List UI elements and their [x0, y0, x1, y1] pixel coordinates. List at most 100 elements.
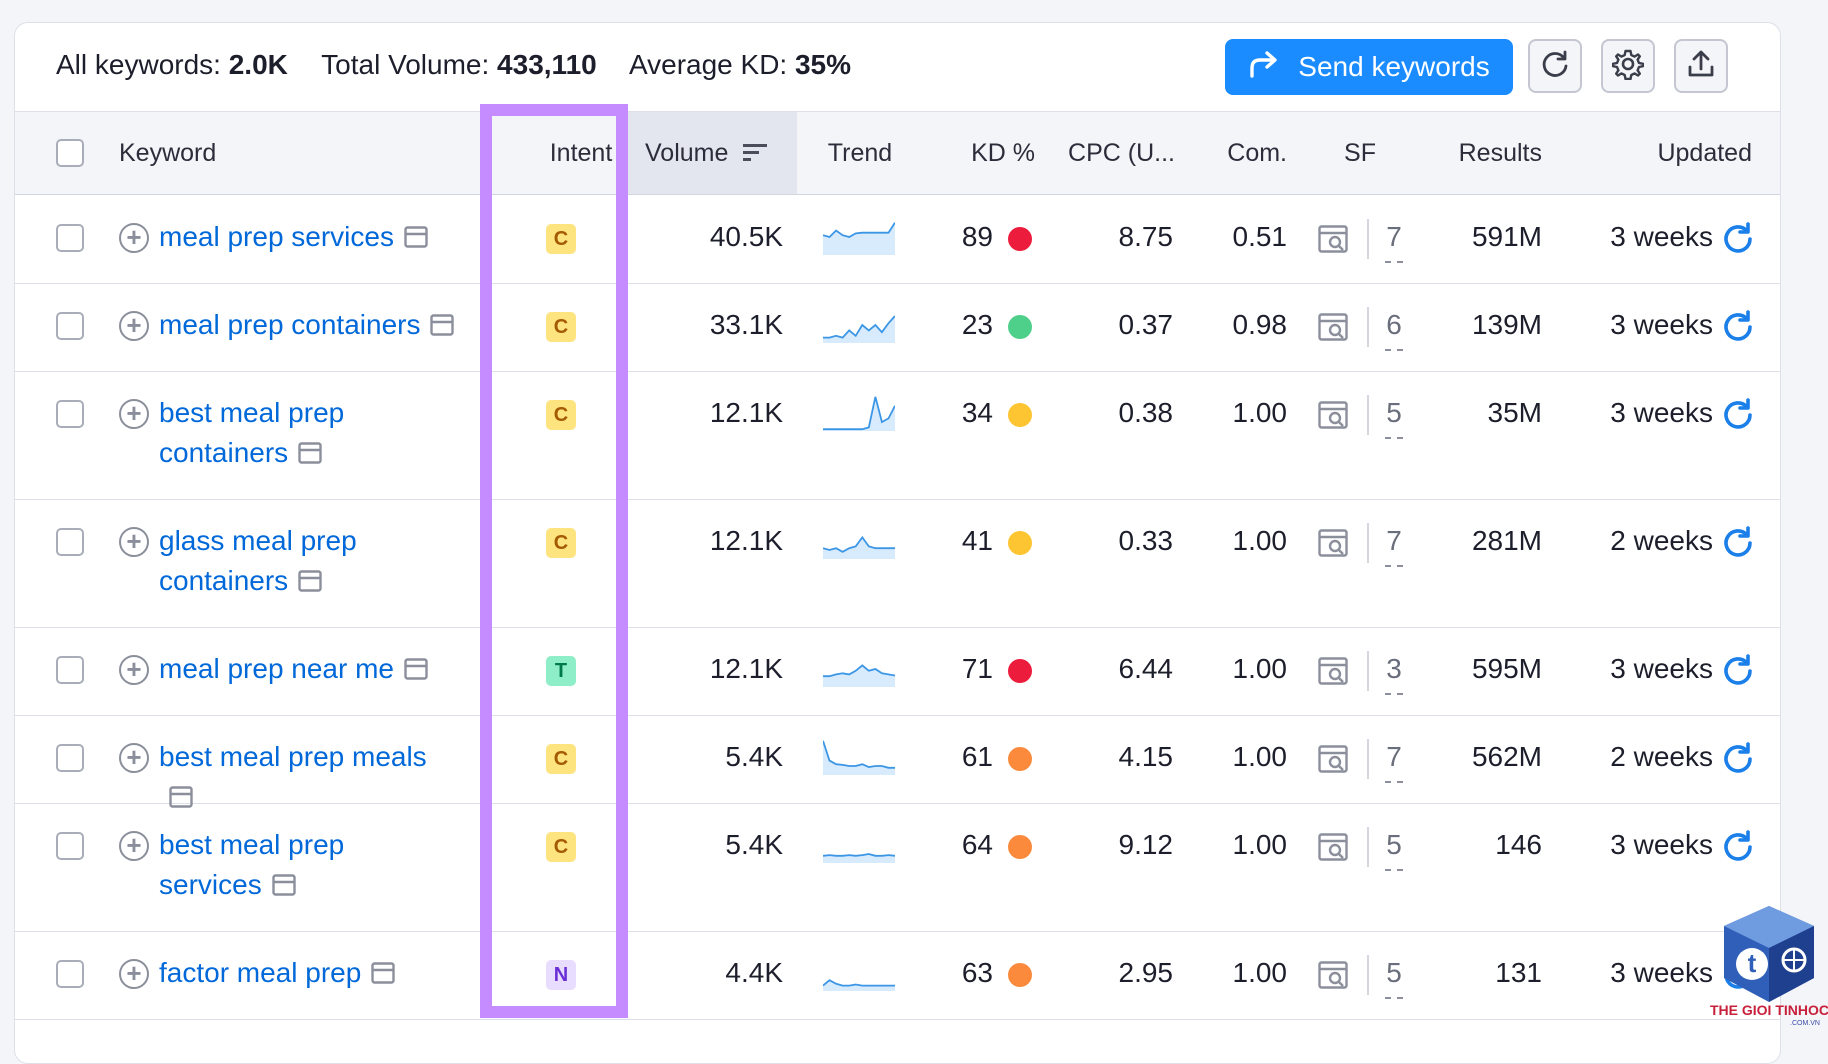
serp-preview-icon[interactable]	[169, 779, 193, 819]
trend-sparkline[interactable]	[822, 827, 896, 870]
intent-badge[interactable]: C	[546, 744, 576, 774]
add-to-list-icon[interactable]: +	[119, 959, 149, 989]
row-checkbox[interactable]	[56, 656, 84, 684]
keyword-link[interactable]: meal prep containers	[159, 305, 459, 347]
serp-preview-icon[interactable]	[272, 867, 296, 907]
column-header-intent[interactable]: Intent	[549, 139, 613, 167]
update-metrics-icon[interactable]	[1722, 653, 1754, 690]
serp-features-icon[interactable]	[1318, 657, 1348, 690]
keyword-link[interactable]: best meal prep services	[159, 825, 459, 907]
trend-sparkline[interactable]	[822, 523, 895, 566]
row-checkbox[interactable]	[56, 224, 84, 252]
column-header-results[interactable]: Results	[1458, 139, 1542, 167]
send-keywords-button[interactable]: Send keywords	[1225, 39, 1513, 95]
keyword-link[interactable]: best meal prep containers	[159, 393, 459, 475]
intent-badge[interactable]: C	[546, 224, 576, 254]
sf-count[interactable]: 7	[1383, 525, 1405, 567]
update-metrics-icon[interactable]	[1722, 829, 1754, 866]
column-header-cpc[interactable]: CPC (U...	[1068, 139, 1175, 167]
sf-count[interactable]: 3	[1383, 653, 1405, 695]
row-checkbox[interactable]	[56, 832, 84, 860]
keyword-text-continued[interactable]: services	[159, 869, 262, 900]
sf-count[interactable]: 5	[1383, 397, 1405, 439]
row-checkbox[interactable]	[56, 400, 84, 428]
keyword-text-continued[interactable]: containers	[159, 437, 289, 468]
add-to-list-icon[interactable]: +	[119, 223, 149, 253]
trend-sparkline[interactable]	[823, 651, 896, 694]
intent-badge[interactable]: C	[546, 312, 576, 342]
serp-features-icon[interactable]	[1318, 225, 1348, 258]
intent-badge[interactable]: C	[546, 832, 576, 862]
row-checkbox[interactable]	[56, 312, 84, 340]
add-to-list-icon[interactable]: +	[119, 399, 149, 429]
column-header-com[interactable]: Com.	[1227, 139, 1287, 167]
add-to-list-icon[interactable]: +	[119, 743, 149, 773]
keyword-text[interactable]: meal prep near me	[159, 653, 395, 684]
add-to-list-icon[interactable]: +	[119, 831, 149, 861]
serp-preview-icon[interactable]	[298, 563, 322, 603]
sf-count[interactable]: 5	[1383, 957, 1405, 999]
export-button[interactable]	[1674, 39, 1728, 93]
update-metrics-icon[interactable]	[1722, 525, 1754, 562]
trend-sparkline[interactable]	[823, 395, 896, 438]
serp-features-icon[interactable]	[1318, 833, 1348, 866]
intent-badge[interactable]: C	[546, 528, 576, 558]
sf-count[interactable]: 5	[1383, 829, 1405, 871]
keyword-link[interactable]: meal prep near me	[159, 649, 459, 691]
refresh-button[interactable]	[1528, 39, 1582, 93]
add-to-list-icon[interactable]: +	[119, 527, 149, 557]
sf-count[interactable]: 6	[1383, 309, 1405, 351]
row-checkbox[interactable]	[56, 528, 84, 556]
keyword-text[interactable]: meal prep services	[159, 221, 394, 252]
trend-sparkline[interactable]	[822, 739, 895, 782]
row-checkbox[interactable]	[56, 960, 84, 988]
select-all-checkbox[interactable]	[56, 139, 84, 167]
serp-preview-icon[interactable]	[298, 435, 322, 475]
sf-count[interactable]: 7	[1383, 741, 1405, 783]
keyword-text[interactable]: factor meal prep	[159, 957, 362, 988]
column-header-volume-label: Volume	[645, 139, 729, 167]
update-metrics-icon[interactable]	[1722, 221, 1754, 258]
column-header-volume[interactable]: Volume	[645, 112, 768, 195]
keyword-text[interactable]: meal prep containers	[159, 309, 421, 340]
keyword-link[interactable]: glass meal prep containers	[159, 521, 459, 603]
intent-badge[interactable]: N	[546, 960, 576, 990]
keyword-link[interactable]: factor meal prep	[159, 953, 459, 995]
sort-descending-icon[interactable]	[743, 113, 768, 195]
keyword-link[interactable]: best meal prep meals	[159, 737, 459, 819]
column-header-kd[interactable]: KD %	[971, 139, 1035, 167]
add-to-list-icon[interactable]: +	[119, 311, 149, 341]
trend-sparkline[interactable]	[822, 219, 896, 262]
keyword-link[interactable]: meal prep services	[159, 217, 459, 259]
keyword-text[interactable]: best meal prep	[159, 829, 345, 860]
serp-features-icon[interactable]	[1318, 961, 1348, 994]
serp-features-icon[interactable]	[1318, 401, 1348, 434]
update-metrics-icon[interactable]	[1722, 741, 1754, 778]
serp-preview-icon[interactable]	[371, 955, 396, 995]
intent-badge[interactable]: C	[546, 400, 576, 430]
serp-features-icon[interactable]	[1318, 313, 1348, 346]
serp-features-icon[interactable]	[1318, 529, 1348, 562]
keyword-text[interactable]: glass meal prep	[159, 525, 357, 556]
intent-badge[interactable]: T	[546, 656, 576, 686]
trend-sparkline[interactable]	[823, 307, 896, 350]
serp-preview-icon[interactable]	[430, 307, 455, 347]
serp-features-icon[interactable]	[1318, 745, 1348, 778]
keyword-text-continued[interactable]: containers	[159, 565, 289, 596]
column-header-sf[interactable]: SF	[1344, 139, 1376, 167]
column-header-keyword[interactable]: Keyword	[119, 139, 217, 167]
add-to-list-icon[interactable]: +	[119, 655, 149, 685]
keyword-text[interactable]: best meal prep meals	[159, 741, 427, 772]
update-metrics-icon[interactable]	[1722, 397, 1754, 434]
serp-preview-icon[interactable]	[404, 651, 428, 691]
keyword-text[interactable]: best meal prep	[159, 397, 345, 428]
row-checkbox[interactable]	[56, 744, 84, 772]
trend-sparkline[interactable]	[822, 955, 895, 998]
column-header-trend[interactable]: Trend	[827, 139, 893, 167]
column-header-updated[interactable]: Updated	[1657, 139, 1752, 167]
settings-button[interactable]	[1601, 39, 1655, 93]
updated-value: 2 weeks	[1610, 525, 1713, 556]
update-metrics-icon[interactable]	[1722, 309, 1754, 346]
sf-count[interactable]: 7	[1383, 221, 1405, 263]
serp-preview-icon[interactable]	[404, 219, 428, 259]
